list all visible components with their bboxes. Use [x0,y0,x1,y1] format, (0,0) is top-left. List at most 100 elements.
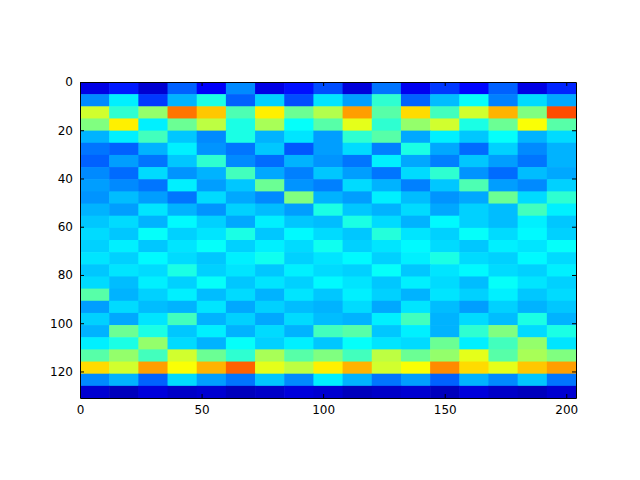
cell [488,301,518,314]
cell [226,264,256,277]
cell [226,131,256,144]
cell [226,349,256,362]
cell [168,240,198,253]
cell [372,264,402,277]
axis-line [576,83,577,399]
cell [401,216,431,229]
cell [430,118,460,131]
tick-label: 200 [555,403,578,417]
cell [226,301,256,314]
cell [138,143,168,156]
cell [313,106,343,119]
cell [168,204,198,217]
cell [197,155,227,168]
cell [430,337,460,350]
cell [255,252,285,265]
cell [284,374,314,387]
cell [459,374,489,387]
cell [197,264,227,277]
cell [430,179,460,192]
tick-label: 20 [58,124,73,138]
cell [313,276,343,289]
cell [226,276,256,289]
cell [547,118,576,131]
cell [255,240,285,253]
cell [459,179,489,192]
cell [459,313,489,326]
cell [343,106,373,119]
cell [343,386,373,398]
cell [138,362,168,375]
cell [255,167,285,180]
cell [226,155,256,168]
cell [518,264,548,277]
cell [343,204,373,217]
cell [401,374,431,387]
axis-line [80,83,81,399]
cell [343,191,373,204]
cell [547,264,576,277]
cell [284,325,314,338]
cell [459,106,489,119]
cell [313,94,343,107]
cell [138,94,168,107]
tick: 80 [58,268,84,282]
cell [459,143,489,156]
cell [401,362,431,375]
cell [343,325,373,338]
cell [255,313,285,326]
cell [372,252,402,265]
cell [313,264,343,277]
cell [255,374,285,387]
cell [109,276,139,289]
cell [518,82,548,95]
cell [372,240,402,253]
cell [284,118,314,131]
cell [401,167,431,180]
cell [284,386,314,398]
cell [284,337,314,350]
cell [372,155,402,168]
cell [226,240,256,253]
cell [109,301,139,314]
cell [518,131,548,144]
cell [168,167,198,180]
cell [459,301,489,314]
cell [518,118,548,131]
tick-mark [566,82,567,86]
cell [459,289,489,302]
cell [226,362,256,375]
cell [80,264,110,277]
cell [372,228,402,241]
cell [80,349,110,362]
cell [197,276,227,289]
cell [401,264,431,277]
cell [255,82,285,95]
cell [168,252,198,265]
tick-mark [572,82,576,83]
cell [80,179,110,192]
cell [547,349,576,362]
cell [401,228,431,241]
tick-mark [80,371,84,372]
cell [343,94,373,107]
cell [138,118,168,131]
cell [343,143,373,156]
cell [518,386,548,398]
cell [488,82,518,95]
tick [566,82,567,86]
cell [459,240,489,253]
cell [459,118,489,131]
cell [313,240,343,253]
cell [430,349,460,362]
cell [518,191,548,204]
cell [547,216,576,229]
cell [430,131,460,144]
cell [138,386,168,398]
cell [459,131,489,144]
cell [459,228,489,241]
cell [313,313,343,326]
cell [109,240,139,253]
cell [547,289,576,302]
cell [372,301,402,314]
